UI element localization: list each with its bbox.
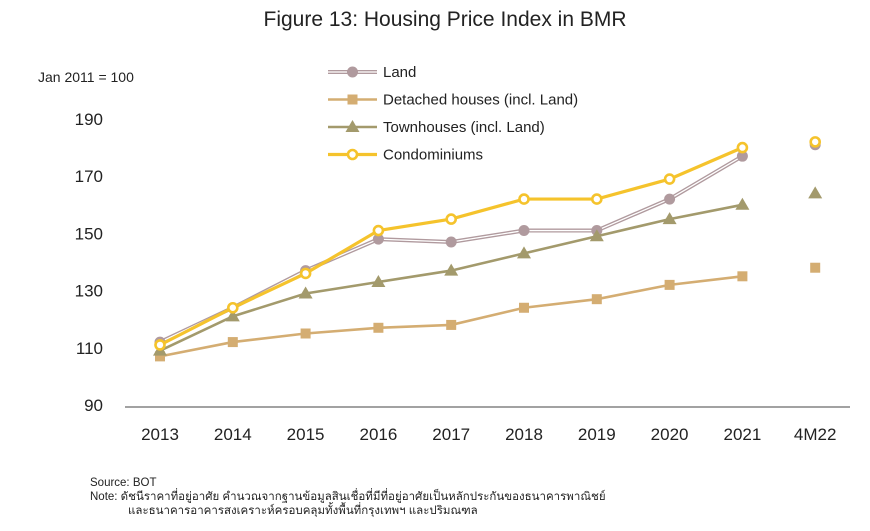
legend-marker	[347, 66, 358, 78]
data-point	[663, 173, 676, 185]
x-tick-label: 2019	[578, 425, 616, 444]
legend-label: Detached houses (incl. Land)	[383, 92, 578, 109]
data-point	[518, 225, 530, 237]
x-tick-label: 2013	[141, 425, 179, 444]
x-tick-label: 4M22	[794, 425, 837, 444]
legend-item: Land	[328, 64, 416, 81]
y-unit-label: Jan 2011 = 100	[38, 69, 134, 85]
y-tick-label: 110	[76, 339, 103, 358]
y-tick-label: 190	[75, 110, 103, 129]
x-tick-label: 2016	[359, 425, 397, 444]
chart-title: Figure 13: Housing Price Index in BMR	[264, 8, 627, 31]
legend-label: Condominiums	[383, 147, 483, 164]
data-point	[519, 302, 529, 313]
x-tick-label: 2014	[214, 425, 252, 444]
note-line-1: Note: ดัชนีราคาที่อยู่อาศัย คำนวณจากฐานข…	[90, 491, 606, 503]
y-tick-label: 90	[84, 396, 103, 415]
data-point	[444, 263, 459, 276]
legend: Land Detached houses (incl. Land) Townhous…	[328, 64, 578, 164]
data-point	[664, 193, 676, 205]
data-point	[591, 294, 602, 305]
y-tick-label: 130	[75, 282, 103, 301]
x-tick-label: 2017	[432, 425, 470, 444]
legend-item: Townhouses (incl. Land)	[328, 119, 545, 136]
data-point	[299, 267, 312, 280]
data-point	[662, 212, 677, 225]
note-line-2: และธนาคารอาคารสงเคราะห์ครอบคลุมทั้งพื้นท…	[128, 505, 478, 517]
data-point	[737, 271, 748, 282]
series-3	[154, 136, 822, 351]
data-point	[371, 275, 386, 288]
source-note: Source: BOT	[90, 477, 157, 489]
y-tick-labels: 90 110 130 150 170 190	[75, 110, 103, 415]
data-point	[373, 322, 384, 333]
data-point	[445, 236, 457, 248]
x-tick-label: 2021	[723, 425, 761, 444]
data-point	[517, 246, 531, 259]
data-point	[664, 279, 675, 290]
data-point	[809, 136, 822, 148]
x-tick-label: 2015	[287, 425, 325, 444]
data-point	[300, 328, 311, 339]
series-1	[155, 262, 821, 362]
series-2	[153, 186, 823, 356]
legend-label: Townhouses (incl. Land)	[383, 119, 545, 136]
data-point	[736, 150, 748, 162]
housing-price-chart: Figure 13: Housing Price Index in BMR Ja…	[38, 8, 850, 444]
data-point	[590, 193, 603, 205]
data-point	[154, 339, 166, 351]
data-point	[227, 337, 238, 348]
y-tick-label: 170	[75, 167, 103, 186]
x-tick-label: 2018	[505, 425, 543, 444]
legend-marker	[345, 120, 360, 132]
legend-marker	[346, 148, 359, 161]
y-tick-label: 150	[75, 224, 103, 243]
x-tick-label: 2020	[651, 425, 689, 444]
data-point	[372, 233, 384, 245]
data-point	[227, 301, 239, 314]
legend-marker	[347, 94, 358, 105]
data-point	[735, 197, 750, 210]
data-point	[155, 351, 165, 362]
data-point	[736, 141, 749, 154]
legend-item: Condominiums	[328, 147, 483, 164]
legend-item: Detached houses (incl. Land)	[328, 92, 578, 109]
data-point	[372, 224, 385, 237]
series-line	[159, 275, 743, 358]
data-point	[445, 213, 458, 225]
data-point	[446, 319, 457, 330]
legend-label: Land	[383, 64, 416, 81]
data-point	[298, 286, 313, 299]
series-group	[153, 136, 823, 362]
data-point	[518, 193, 530, 205]
data-point	[225, 309, 240, 322]
data-point	[808, 186, 823, 199]
data-point	[810, 262, 821, 273]
x-tick-labels: 2013 2014 2015 2016 2017 2018 2019 2020 2021 4M22	[141, 425, 836, 444]
data-point	[589, 229, 604, 242]
